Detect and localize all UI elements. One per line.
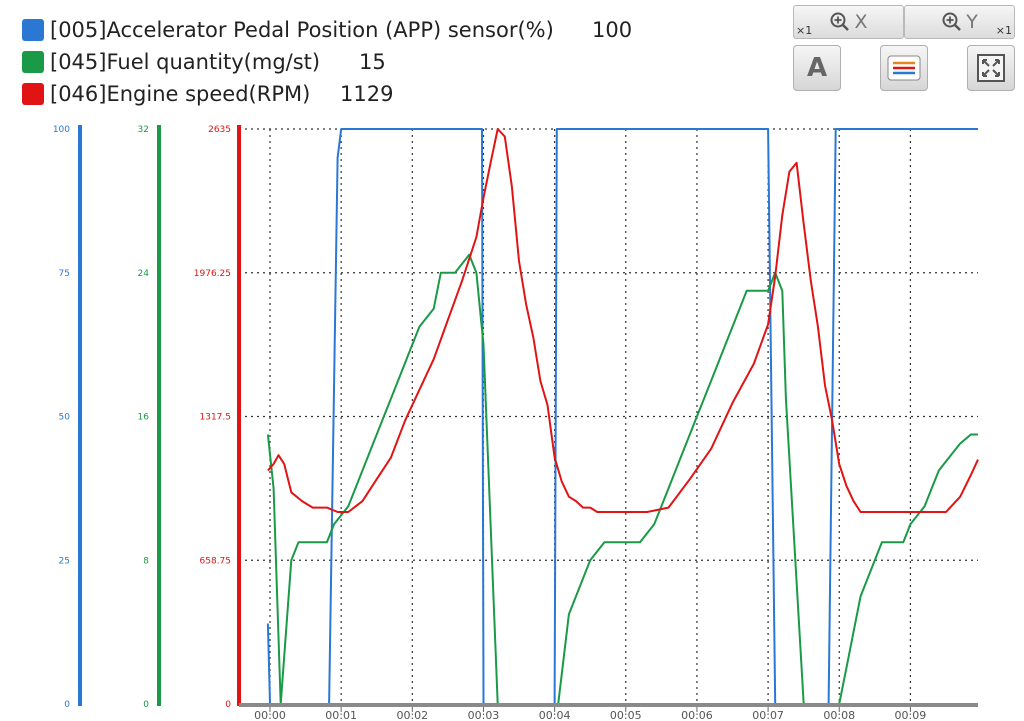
font-size-button[interactable]: A [793,45,841,91]
x-tick-label: 00:02 [396,709,428,721]
x-tick-label: 00:09 [895,709,927,721]
zoom-y-label: Y [966,11,978,33]
legend-item-fuel[interactable]: [045]Fuel quantity(mg/st) 15 [22,46,554,78]
x-tick-label: 00:04 [539,709,571,721]
x-tick-label: 00:05 [610,709,642,721]
font-size-icon: A [806,53,828,83]
y-tick-label-rpm: 2635 [208,125,231,135]
y-tick-label-rpm: 1317.5 [200,413,232,423]
y-tick-label-fuel: 16 [138,413,150,423]
y-tick-label-rpm: 658.75 [200,556,232,566]
series-line-rpm [267,128,979,513]
legend-item-app[interactable]: [005]Accelerator Pedal Position (APP) se… [22,14,632,46]
legend-value-rpm: 1129 [340,82,394,106]
y-tick-label-app: 75 [59,269,70,279]
x-tick-label: 00:01 [325,709,357,721]
zoom-controls: ×1 X Y ×1 [793,5,1015,39]
series-list-button[interactable] [880,45,928,91]
y-axes: 0 25 50 75 100 0 8 16 24 32 0 658.75 1317.5 1976.25 26… [53,125,241,710]
x-tick-label: 00:08 [823,709,855,721]
y-tick-label-app: 100 [53,125,70,135]
x-tick-label: 00:03 [468,709,500,721]
legend-item-rpm[interactable]: [046]Engine speed(RPM) 1129 [22,78,554,110]
legend-label-app: [005]Accelerator Pedal Position (APP) se… [50,18,554,42]
y-tick-label-app: 50 [59,413,71,423]
legend-value-fuel: 15 [359,50,386,74]
zoom-y-button[interactable]: Y ×1 [904,5,1015,39]
y-tick-label-fuel: 32 [138,125,149,135]
zoom-x-label: X [854,11,868,33]
zoom-y-multiplier: ×1 [995,24,1012,37]
y-tick-label-fuel: 8 [143,556,149,566]
series-line-app [266,128,978,705]
fit-screen-button[interactable] [967,45,1015,91]
series-line-fuel [266,253,978,705]
legend-label-fuel: [045]Fuel quantity(mg/st) [50,50,321,74]
y-tick-label-fuel: 0 [143,700,149,710]
zoom-y-icon [942,12,962,31]
zoom-x-multiplier: ×1 [796,24,813,37]
y-tick-label-app: 0 [64,700,70,710]
zoom-x-button[interactable]: ×1 X [793,5,904,39]
y-tick-label-rpm: 0 [225,700,231,710]
legend-value-app: 100 [592,18,633,42]
x-tick-label: 00:07 [752,709,784,721]
legend-label-rpm: [046]Engine speed(RPM) [50,82,311,106]
x-axis: 00:00 00:01 00:02 00:03 00:04 00:05 00:06 00:07… [239,703,978,721]
y-tick-label-fuel: 24 [138,269,150,279]
legend-swatch-app [22,19,44,41]
y-tick-label-rpm: 1976.25 [194,269,231,279]
series-layer [266,128,979,705]
legend: [005]Accelerator Pedal Position (APP) se… [22,14,632,110]
legend-swatch-rpm [22,83,44,105]
x-tick-label: 00:00 [254,709,286,721]
y-tick-label-app: 25 [59,556,70,566]
x-tick-label: 00:06 [681,709,713,721]
fit-screen-icon [977,54,1005,82]
legend-swatch-fuel [22,51,44,73]
zoom-x-icon [830,12,850,31]
series-list-icon [887,55,921,81]
chart-grid [239,128,978,704]
